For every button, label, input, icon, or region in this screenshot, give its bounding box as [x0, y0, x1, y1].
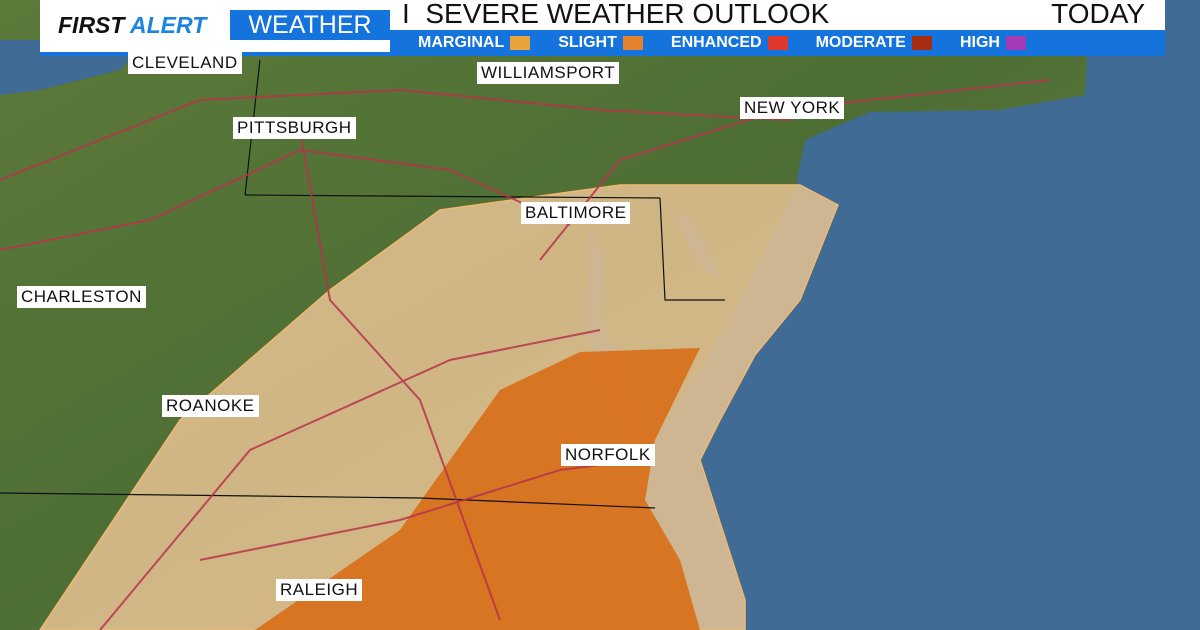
brand-alert: ALERT [130, 12, 207, 38]
page-title: I SEVERE WEATHER OUTLOOK [402, 0, 830, 29]
city-label-baltimore: BALTIMORE [521, 202, 631, 224]
title-bar: I SEVERE WEATHER OUTLOOK TODAY [390, 0, 1165, 30]
city-label-williamsport: WILLIAMSPORT [477, 62, 620, 84]
header: FIRST ALERT WEATHER I SEVERE WEATHER OUT… [40, 0, 1165, 56]
legend-high: HIGH [960, 34, 1026, 52]
legend-slight: SLIGHT [558, 34, 643, 52]
legend-marginal: MARGINAL [418, 34, 531, 52]
marginal-swatch [510, 36, 531, 50]
city-label-norfolk: NORFOLK [561, 444, 655, 466]
high-swatch [1005, 36, 1026, 50]
city-label-roanoke: ROANOKE [162, 395, 259, 417]
brand-weather: WEATHER [230, 10, 390, 40]
moderate-swatch [911, 36, 932, 50]
slight-swatch [622, 36, 643, 50]
enhanced-swatch [767, 36, 788, 50]
slight-risk-area [255, 348, 700, 630]
city-label-raleigh: RALEIGH [276, 579, 363, 601]
brand-first: FIRST [58, 12, 125, 38]
period-label: TODAY [1051, 0, 1145, 29]
city-label-new-york: NEW YORK [740, 97, 845, 119]
legend-moderate: MODERATE [816, 34, 932, 52]
city-label-cleveland: CLEVELAND [128, 52, 242, 74]
risk-legend: MARGINAL SLIGHT ENHANCED MODERATE HIGH [390, 30, 1165, 56]
first-alert-weather-logo: FIRST ALERT WEATHER [40, 0, 390, 52]
legend-enhanced: ENHANCED [671, 34, 788, 52]
city-label-pittsburgh: PITTSBURGH [233, 117, 356, 139]
city-label-charleston: CHARLESTON [17, 286, 146, 308]
